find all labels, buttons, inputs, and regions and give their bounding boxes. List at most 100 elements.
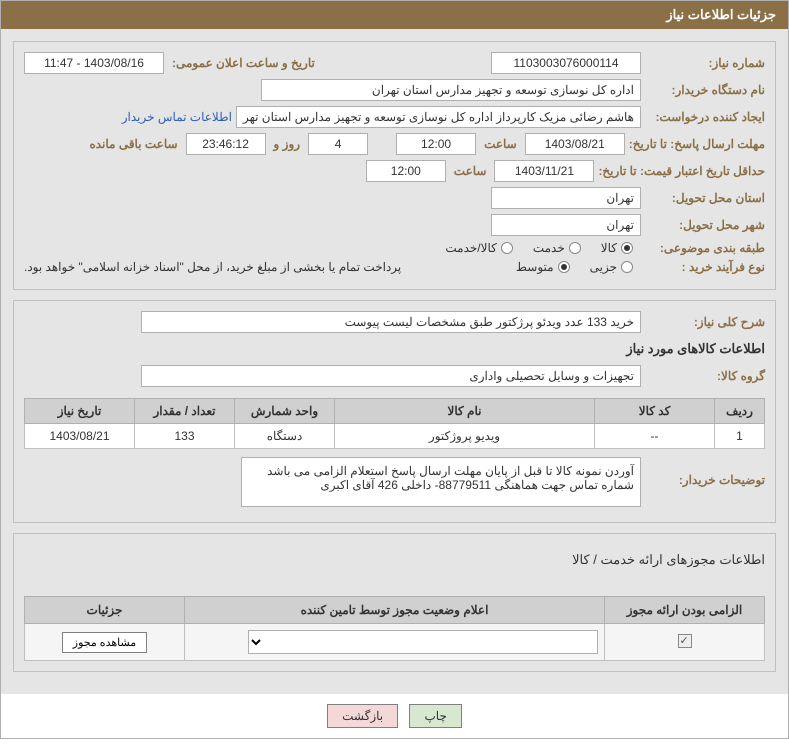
row-need-number: شماره نیاز: 1103003076000114 تاریخ و ساع… xyxy=(24,52,765,74)
price-validity-date: 1403/11/21 xyxy=(494,160,594,182)
content-area: شماره نیاز: 1103003076000114 تاریخ و ساع… xyxy=(1,29,788,694)
table-row: 1 -- ویدیو پروژکتور دستگاه 133 1403/08/2… xyxy=(25,424,765,449)
response-deadline-label: مهلت ارسال پاسخ: تا تاریخ: xyxy=(629,137,765,151)
print-button[interactable]: چاپ xyxy=(409,704,461,728)
days-label: روز و xyxy=(274,137,301,151)
status-select[interactable] xyxy=(248,630,598,654)
row-purchase-type: نوع فرآیند خرید : جزیی متوسط پرداخت تمام… xyxy=(24,260,765,274)
description-section: شرح کلی نیاز: خرید 133 عدد ویدئو پرژکتور… xyxy=(13,300,776,523)
buyer-org-label: نام دستگاه خریدار: xyxy=(645,83,765,97)
header-title: جزئیات اطلاعات نیاز xyxy=(666,7,776,22)
header-title-bar: جزئیات اطلاعات نیاز xyxy=(1,1,788,29)
goods-table: ردیف کد کالا نام کالا واحد شمارش تعداد /… xyxy=(24,398,765,449)
row-goods-group: گروه کالا: تجهیزات و وسایل تحصیلی واداری xyxy=(24,365,765,387)
category-both-label: کالا/خدمت xyxy=(445,241,496,255)
buyer-contact-link[interactable]: اطلاعات تماس خریدار xyxy=(122,110,232,124)
row-buyer-notes: توضیحات خریدار: آوردن نمونه کالا تا قبل … xyxy=(24,457,765,507)
category-both-item: کالا/خدمت xyxy=(445,241,512,255)
category-goods-radio[interactable] xyxy=(621,242,633,254)
delivery-province-value: تهران xyxy=(491,187,641,209)
td-qty: 133 xyxy=(135,424,235,449)
delivery-city-label: شهر محل تحویل: xyxy=(645,218,765,232)
permits-title: اطلاعات مجوزهای ارائه خدمت / کالا xyxy=(24,552,765,568)
category-service-label: خدمت xyxy=(533,241,565,255)
buyer-notes-label: توضیحات خریدار: xyxy=(645,457,765,487)
th-qty: تعداد / مقدار xyxy=(135,399,235,424)
row-overall-description: شرح کلی نیاز: خرید 133 عدد ویدئو پرژکتور… xyxy=(24,311,765,333)
th-date: تاریخ نیاز xyxy=(25,399,135,424)
row-response-deadline: مهلت ارسال پاسخ: تا تاریخ: 1403/08/21 سا… xyxy=(24,133,765,155)
row-delivery-province: استان محل تحویل: تهران xyxy=(24,187,765,209)
category-label: طبقه بندی موضوعی: xyxy=(645,241,765,255)
payment-info-text: پرداخت تمام یا بخشی از مبلغ خرید، از محل… xyxy=(24,260,512,274)
buyer-notes-line2: شماره تماس جهت هماهنگی 88779511- داخلی 4… xyxy=(248,478,634,492)
announce-date-label: تاریخ و ساعت اعلان عمومی: xyxy=(172,56,315,70)
countdown-value: 23:46:12 xyxy=(186,133,266,155)
response-deadline-time: 12:00 xyxy=(396,133,476,155)
category-service-item: خدمت xyxy=(533,241,581,255)
permit-th-mandatory: الزامی بودن ارائه مجوز xyxy=(605,597,765,624)
mandatory-checkbox[interactable] xyxy=(678,634,692,648)
response-deadline-date: 1403/08/21 xyxy=(525,133,625,155)
td-unit: دستگاه xyxy=(235,424,335,449)
hour-label-2: ساعت xyxy=(454,164,487,178)
remaining-label: ساعت باقی مانده xyxy=(89,137,177,151)
need-number-label: شماره نیاز: xyxy=(645,56,765,70)
overall-description-value: خرید 133 عدد ویدئو پرژکتور طبق مشخصات لی… xyxy=(141,311,641,333)
td-name: ویدیو پروژکتور xyxy=(335,424,595,449)
th-unit: واحد شمارش xyxy=(235,399,335,424)
delivery-city-value: تهران xyxy=(491,214,641,236)
back-button[interactable]: بازگشت xyxy=(327,704,398,728)
permit-row: مشاهده مجوز xyxy=(25,624,765,661)
purchase-partial-item: جزیی xyxy=(590,260,633,274)
purchase-type-label: نوع فرآیند خرید : xyxy=(645,260,765,274)
permits-section: اطلاعات مجوزهای ارائه خدمت / کالا الزامی… xyxy=(13,533,776,672)
hour-label-1: ساعت xyxy=(484,137,517,151)
purchase-partial-radio[interactable] xyxy=(621,261,633,273)
th-name: نام کالا xyxy=(335,399,595,424)
purchase-medium-radio[interactable] xyxy=(558,261,570,273)
row-buyer-org: نام دستگاه خریدار: اداره کل نوسازی توسعه… xyxy=(24,79,765,101)
category-radio-group: کالا خدمت کالا/خدمت xyxy=(445,241,633,255)
permit-th-details: جزئیات xyxy=(25,597,185,624)
purchase-partial-label: جزیی xyxy=(590,260,617,274)
price-validity-time: 12:00 xyxy=(366,160,446,182)
category-goods-label: کالا xyxy=(601,241,617,255)
delivery-province-label: استان محل تحویل: xyxy=(645,191,765,205)
requester-label: ایجاد کننده درخواست: xyxy=(645,110,765,124)
need-number-value: 1103003076000114 xyxy=(491,52,641,74)
td-row: 1 xyxy=(715,424,765,449)
goods-info-title: اطلاعات کالاهای مورد نیاز xyxy=(24,341,765,357)
overall-description-label: شرح کلی نیاز: xyxy=(645,315,765,329)
row-requester: ایجاد کننده درخواست: هاشم رضائی مزیک کار… xyxy=(24,106,765,128)
category-service-radio[interactable] xyxy=(569,242,581,254)
category-goods-item: کالا xyxy=(601,241,633,255)
th-code: کد کالا xyxy=(595,399,715,424)
goods-table-head: ردیف کد کالا نام کالا واحد شمارش تعداد /… xyxy=(25,399,765,424)
permits-table: الزامی بودن ارائه مجوز اعلام وضعیت مجوز … xyxy=(24,596,765,661)
buyer-notes-box: آوردن نمونه کالا تا قبل از پایان مهلت ار… xyxy=(241,457,641,507)
view-permit-button[interactable]: مشاهده مجوز xyxy=(62,632,147,653)
purchase-medium-item: متوسط xyxy=(516,260,570,274)
category-both-radio[interactable] xyxy=(501,242,513,254)
purchase-radio-group: جزیی متوسط xyxy=(516,260,633,274)
goods-group-value: تجهیزات و وسایل تحصیلی واداری xyxy=(141,365,641,387)
button-row: چاپ بازگشت xyxy=(1,694,788,738)
permit-status-cell xyxy=(185,624,605,661)
td-date: 1403/08/21 xyxy=(25,424,135,449)
purchase-medium-label: متوسط xyxy=(516,260,554,274)
row-price-validity: حداقل تاریخ اعتبار قیمت: تا تاریخ: 1403/… xyxy=(24,160,765,182)
requester-value: هاشم رضائی مزیک کارپرداز اداره کل نوسازی… xyxy=(236,106,641,128)
row-category: طبقه بندی موضوعی: کالا خدمت کالا/خدمت xyxy=(24,241,765,255)
main-container: جزئیات اطلاعات نیاز AriaTender.net شماره… xyxy=(0,0,789,739)
buyer-org-value: اداره کل نوسازی توسعه و تجهیز مدارس استا… xyxy=(261,79,641,101)
goods-table-body: 1 -- ویدیو پروژکتور دستگاه 133 1403/08/2… xyxy=(25,424,765,449)
permit-th-status: اعلام وضعیت مجوز توسط تامین کننده xyxy=(185,597,605,624)
price-validity-label: حداقل تاریخ اعتبار قیمت: تا تاریخ: xyxy=(598,164,765,178)
permit-details-cell: مشاهده مجوز xyxy=(25,624,185,661)
th-row: ردیف xyxy=(715,399,765,424)
permit-mandatory-cell xyxy=(605,624,765,661)
days-remaining-value: 4 xyxy=(308,133,368,155)
buyer-notes-line1: آوردن نمونه کالا تا قبل از پایان مهلت ار… xyxy=(248,464,634,478)
details-section: شماره نیاز: 1103003076000114 تاریخ و ساع… xyxy=(13,41,776,290)
